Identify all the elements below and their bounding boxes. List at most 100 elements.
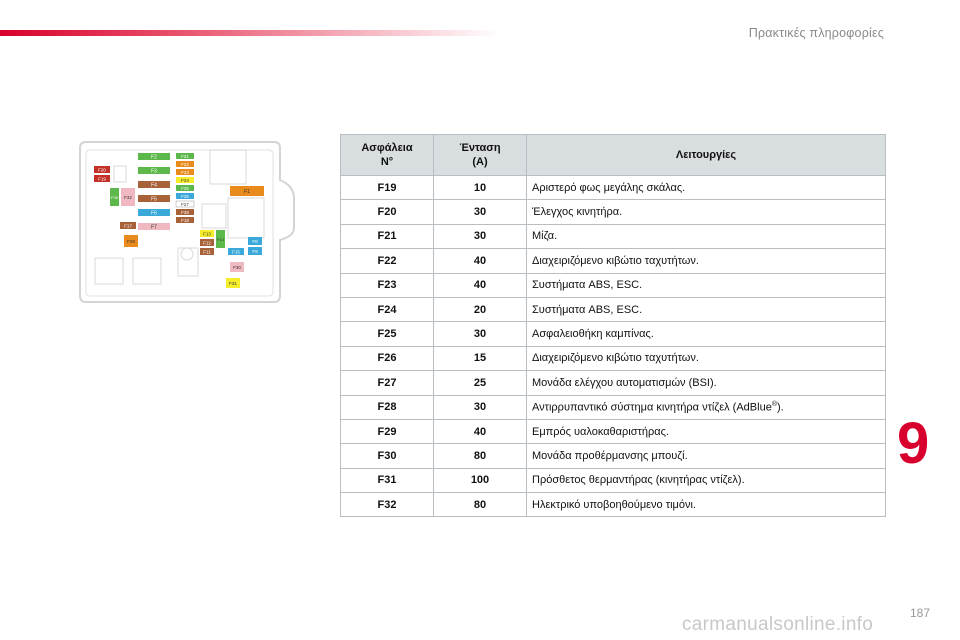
fuse-F9 xyxy=(248,247,262,255)
fuse-label: F15 xyxy=(232,250,240,255)
fuse-number: F28 xyxy=(340,394,434,420)
fuse-F4 xyxy=(138,181,170,188)
fuse-label: F18 xyxy=(181,218,189,223)
fuse-number: F20 xyxy=(340,199,434,225)
fuse-amperage: 30 xyxy=(433,223,527,250)
fuse-label: F26 xyxy=(181,194,189,199)
fuse-label: F24 xyxy=(181,178,189,183)
fuse-label: F6 xyxy=(151,211,157,217)
fuse-label: F30 xyxy=(111,195,119,200)
table-header-row: Ασφάλεια N° Ένταση (A) Λειτουργίες xyxy=(340,134,886,176)
fuse-label: F30 xyxy=(233,265,241,270)
fuse-function: Πρόσθετος θερμαντήρας (κινητήρας ντίζελ)… xyxy=(526,467,886,494)
fuse-amperage: 20 xyxy=(433,296,527,323)
fuse-F7 xyxy=(138,223,170,230)
fuse-F26 xyxy=(176,193,194,199)
fuse-label: F8 xyxy=(252,239,258,244)
fuse-F32 xyxy=(121,188,135,206)
fuse-number: F23 xyxy=(340,272,434,298)
fuse-F24 xyxy=(176,177,194,183)
table-row: F23 40 Συστήματα ABS, ESC. xyxy=(340,272,886,298)
fuse-number: F32 xyxy=(340,492,434,518)
fuse-amperage: 30 xyxy=(433,321,527,347)
fuse-F19 xyxy=(94,175,110,182)
fuse-number: F26 xyxy=(340,345,434,372)
fuse-label: F17 xyxy=(124,224,132,229)
fuse-F11 xyxy=(200,248,214,255)
table-row: F21 30 Μίζα. xyxy=(340,223,886,250)
cavity xyxy=(94,257,124,285)
fuse-label: F7 xyxy=(151,225,157,231)
fuse-function: Εμπρός υαλοκαθαριστήρας. xyxy=(526,418,886,445)
fuse-label: F31 xyxy=(229,281,237,286)
fuse-amperage: 80 xyxy=(433,492,527,518)
fuse-F28 xyxy=(176,209,194,215)
cavity xyxy=(201,203,227,229)
fuse-amperage: 40 xyxy=(433,418,527,445)
fuse-label: F25 xyxy=(181,186,189,191)
table-row: F25 30 Ασφαλειοθήκη καμπίνας. xyxy=(340,321,886,347)
fuse-F17 xyxy=(120,222,136,229)
fuse-amperage: 15 xyxy=(433,345,527,372)
fuse-label: F21 xyxy=(181,154,189,159)
fuse-F25 xyxy=(176,185,194,191)
fuse-F27 xyxy=(175,200,195,208)
fuse-function: Διαχειριζόμενο κιβώτιο ταχυτήτων. xyxy=(526,248,886,274)
table-row: F31 100 Πρόσθετος θερμαντήρας (κινητήρας… xyxy=(340,467,886,494)
cavity xyxy=(132,257,162,285)
page-number: 187 xyxy=(909,606,930,620)
fuse-amperage: 10 xyxy=(433,174,527,201)
fuse-label: F11 xyxy=(203,250,211,255)
fuse-F29 xyxy=(124,235,138,247)
svg-text:F9: F9 xyxy=(252,249,258,254)
fuse-F2 xyxy=(138,153,170,160)
cavity xyxy=(227,197,265,239)
fuse-F14 xyxy=(216,230,225,248)
fuse-label: F4 xyxy=(151,183,157,189)
fuse-F6 xyxy=(138,209,170,216)
fuse-label: F19 xyxy=(98,177,106,182)
fuse-function: Έλεγχος κινητήρα. xyxy=(526,199,886,225)
fuse-F30 xyxy=(110,188,119,206)
fuse-function: Μονάδα ελέγχου αυτοματισμών (BSI). xyxy=(526,370,886,396)
fuse-label: F12 xyxy=(203,241,211,246)
fuse-amperage: 80 xyxy=(433,443,527,469)
fuse-number: F22 xyxy=(340,248,434,274)
fuse-function: Μονάδα προθέρμανσης μπουζί. xyxy=(526,443,886,469)
fuse-F21 xyxy=(176,153,194,159)
fuse-F30b xyxy=(230,262,244,272)
table-row: F20 30 Έλεγχος κινητήρα. xyxy=(340,199,886,225)
table-row: F24 20 Συστήματα ABS, ESC. xyxy=(340,296,886,323)
fuse-F13 xyxy=(200,230,214,237)
fuse-amperage: 30 xyxy=(433,394,527,420)
fuse-function: Ασφαλειοθήκη καμπίνας. xyxy=(526,321,886,347)
fuse-F22 xyxy=(176,161,194,167)
header-functions: Λειτουργίες xyxy=(526,134,886,176)
fuse-label: F20 xyxy=(98,168,106,173)
fuse-number: F29 xyxy=(340,418,434,445)
fuse-function: Αριστερό φως μεγάλης σκάλας. xyxy=(526,174,886,201)
fuse-amperage: 40 xyxy=(433,272,527,298)
fuse-function: Συστήματα ABS, ESC. xyxy=(526,296,886,323)
fuse-label: F14 xyxy=(217,237,225,242)
fuse-function: Μίζα. xyxy=(526,223,886,250)
header-amperage: Ένταση (A) xyxy=(433,134,527,176)
fuse-amperage: 100 xyxy=(433,467,527,494)
fuse-number: F21 xyxy=(340,223,434,250)
fuse-number: F30 xyxy=(340,443,434,469)
fuse-label: F29 xyxy=(127,239,135,244)
table-row: F32 80 Ηλεκτρικό υποβοηθούμενο τιμόνι. xyxy=(340,492,886,518)
fuse-table: Ασφάλεια N° Ένταση (A) Λειτουργίες F19 1… xyxy=(340,134,886,518)
fuse-function: Αντιρρυπαντικό σύστημα κινητήρα ντίζελ (… xyxy=(526,394,886,420)
fuse-label: F2 xyxy=(151,155,157,161)
fuse-F1 xyxy=(230,186,264,196)
fuse-label: F3 xyxy=(151,169,157,175)
chapter-number: 9 xyxy=(897,411,930,476)
fuse-label: F5 xyxy=(151,197,157,203)
fuse-label: F1 xyxy=(244,189,250,195)
fuse-amperage: 40 xyxy=(433,248,527,274)
fuse-F15 xyxy=(228,248,244,255)
table-row: F26 15 Διαχειριζόμενο κιβώτιο ταχυτήτων. xyxy=(340,345,886,372)
watermark: carmanualsonline.info xyxy=(682,614,874,635)
cavity xyxy=(209,149,247,185)
